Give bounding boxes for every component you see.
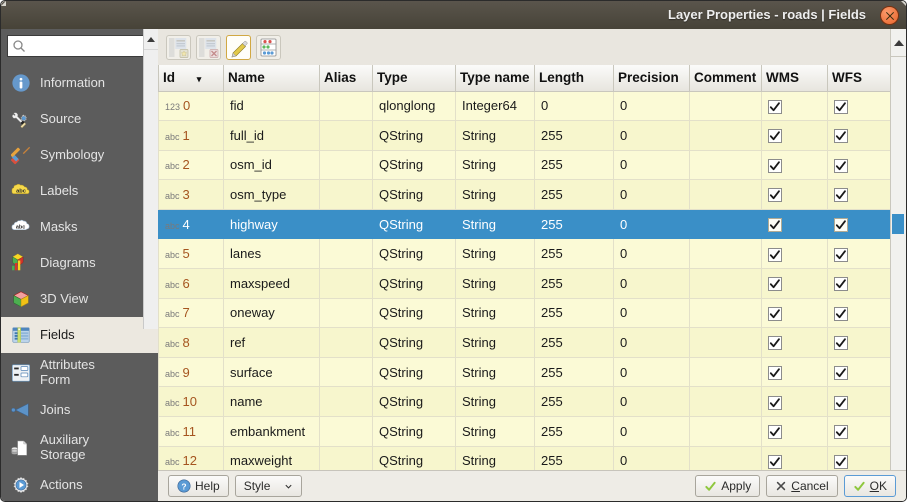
svg-text:abc: abc: [16, 224, 25, 230]
svg-text:abc: abc: [16, 188, 27, 194]
svg-text:?: ?: [181, 481, 186, 491]
